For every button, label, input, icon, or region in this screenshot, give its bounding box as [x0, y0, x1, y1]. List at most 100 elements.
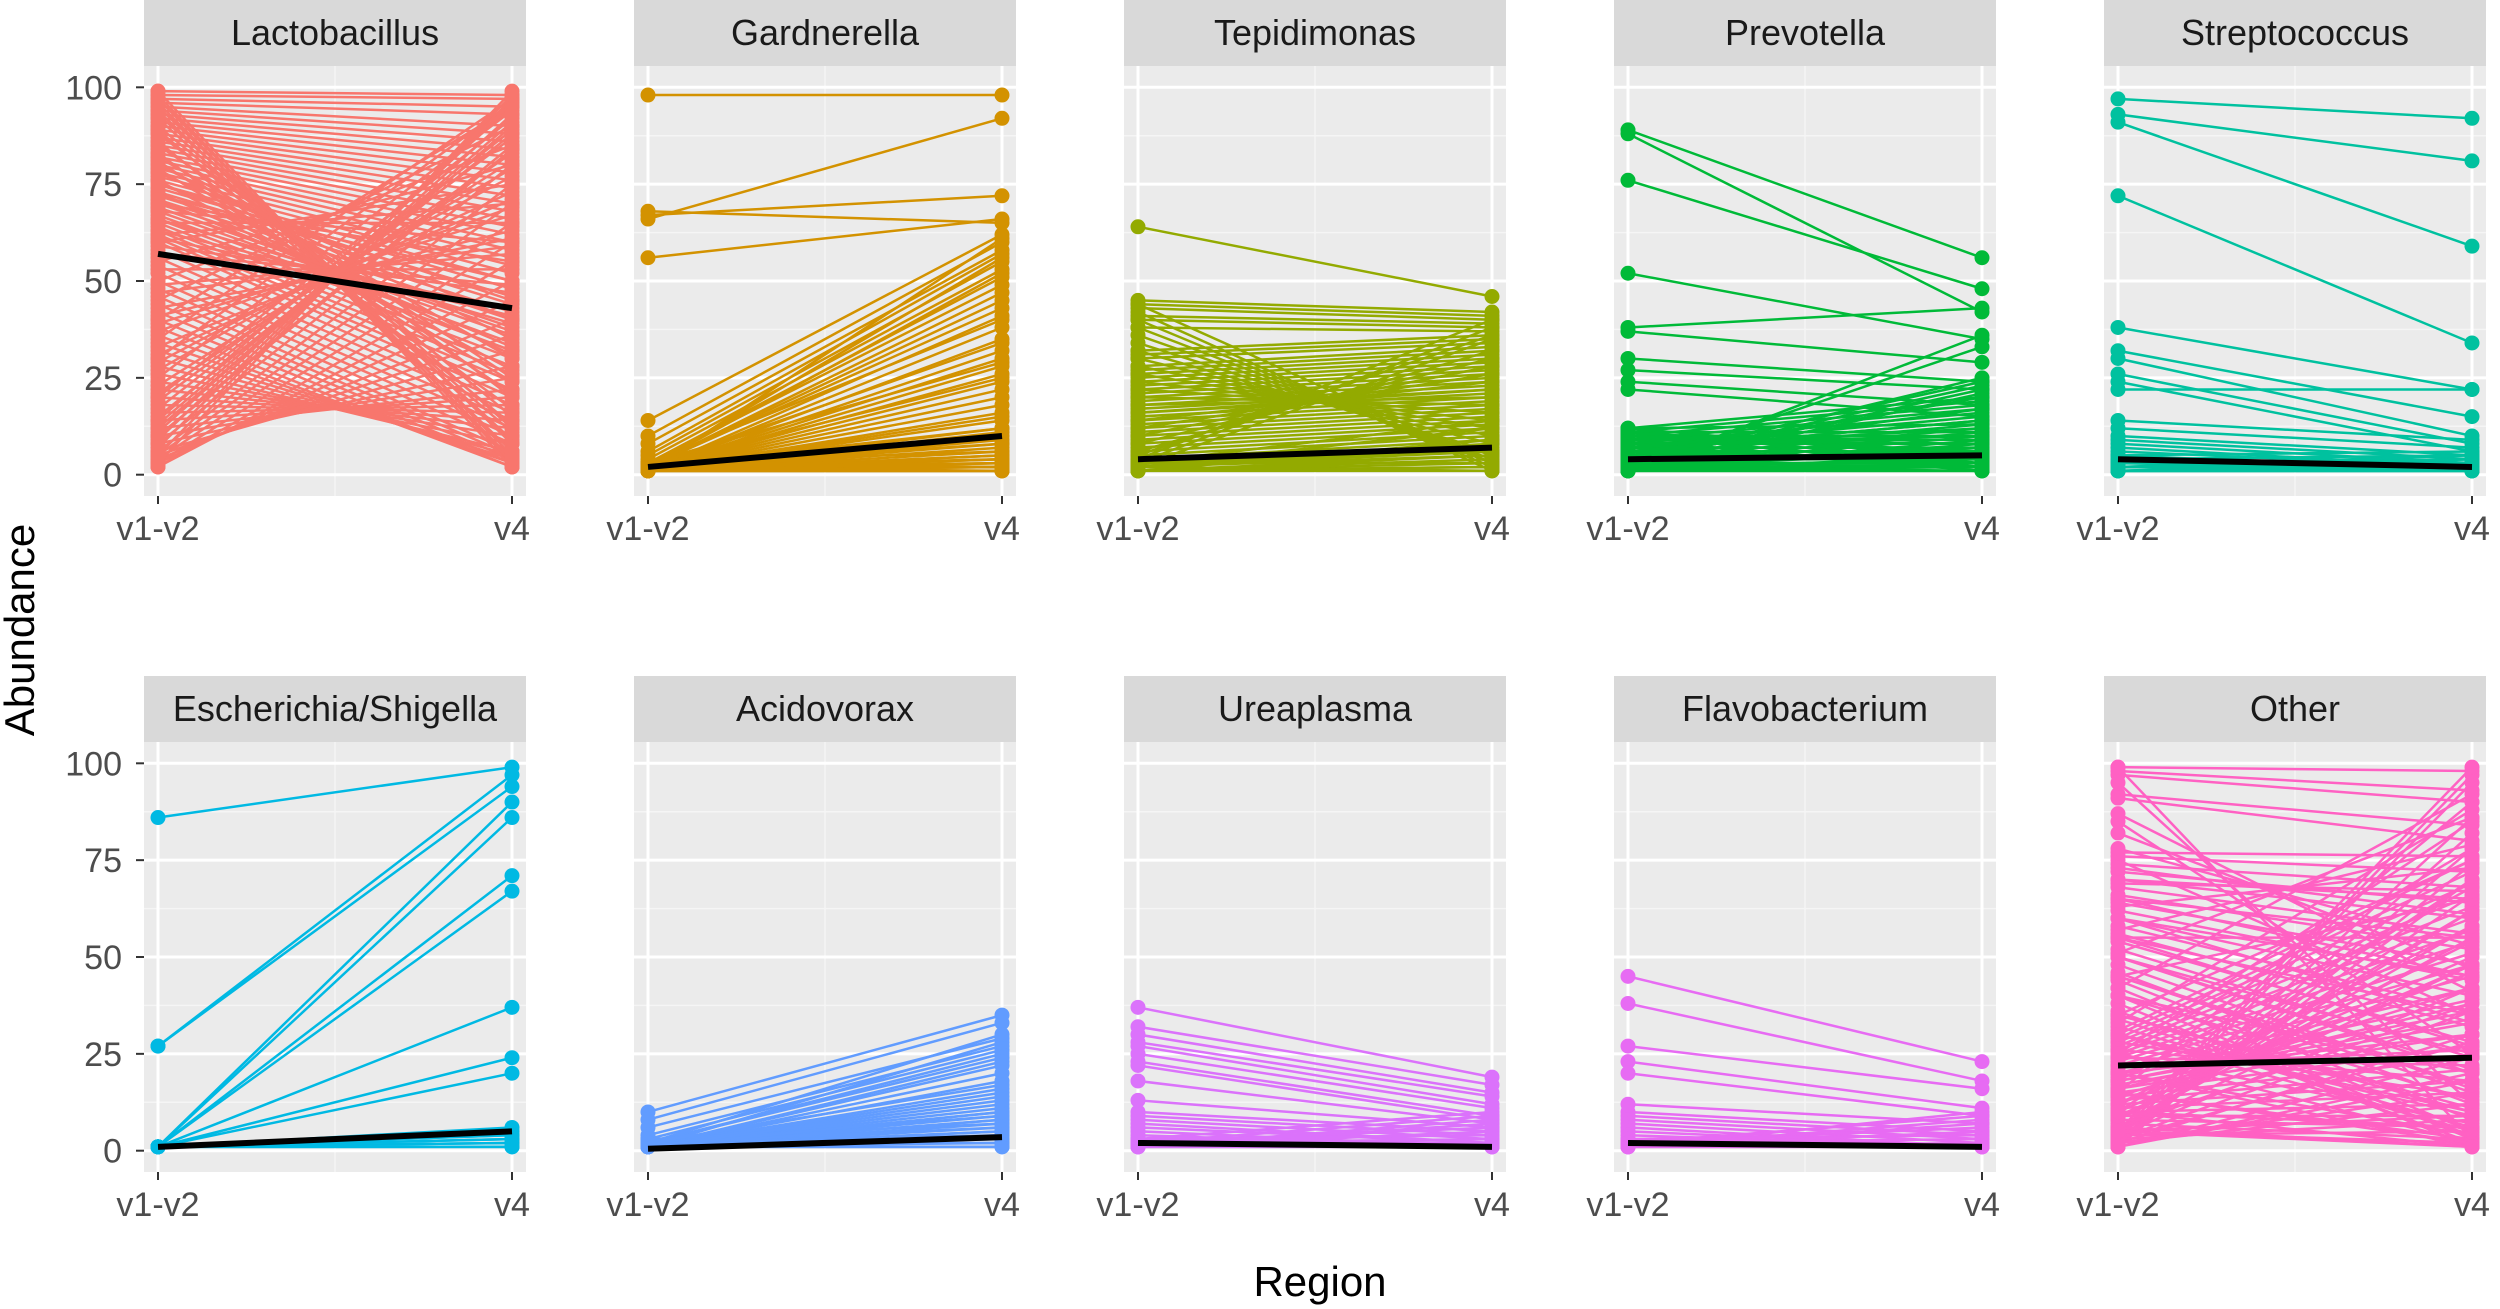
- x-tick-label: v4: [1474, 510, 1510, 548]
- sample-line: [157, 241, 513, 399]
- mean-line: [2117, 456, 2473, 470]
- sample-line: [1137, 353, 1493, 376]
- sample-line: [1627, 461, 1983, 473]
- data-point: [640, 211, 656, 227]
- sample-line: [647, 117, 1003, 221]
- sample-line: [157, 801, 513, 1148]
- sample-line: [157, 109, 513, 136]
- sample-line: [1627, 128, 1983, 259]
- data-point: [2464, 961, 2480, 977]
- sample-line: [647, 388, 1003, 473]
- facet-strip-label: Other: [2250, 688, 2340, 729]
- data-point: [994, 1092, 1010, 1108]
- sample-line: [2117, 878, 2473, 901]
- sample-line: [2117, 765, 2473, 773]
- sample-line: [647, 217, 1003, 259]
- data-point: [2464, 409, 2480, 425]
- facet-other: Other v1-v2 v4: [2076, 676, 2490, 1224]
- sample-line: [2117, 97, 2473, 120]
- sample-line: [1627, 434, 1983, 469]
- data-point: [2464, 984, 2480, 1000]
- sample-line: [1137, 225, 1493, 298]
- data-point: [2110, 1046, 2126, 1062]
- data-point: [2464, 238, 2480, 254]
- sample-line: [157, 163, 513, 445]
- sample-line: [1627, 1002, 1983, 1083]
- sample-line: [2117, 847, 2473, 947]
- data-point: [2110, 1065, 2126, 1081]
- sample-line: [2117, 936, 2473, 1017]
- data-point: [1974, 327, 1990, 343]
- y-tick-label: 50: [84, 939, 122, 977]
- sample-line: [1627, 132, 1983, 314]
- sample-line: [157, 773, 513, 1048]
- sample-line: [1627, 1044, 1983, 1090]
- data-point: [2464, 837, 2480, 853]
- facet-strip: [144, 676, 526, 742]
- y-tick-label: 25: [84, 1036, 122, 1074]
- data-point: [1974, 1054, 1990, 1070]
- data-point: [1130, 296, 1146, 312]
- data-point: [150, 455, 166, 471]
- data-point: [504, 261, 520, 277]
- data-point: [1484, 288, 1500, 304]
- data-point: [2110, 1123, 2126, 1139]
- sample-line: [647, 1071, 1003, 1149]
- data-point: [150, 285, 166, 301]
- data-point: [2110, 1085, 2126, 1101]
- sample-line: [2117, 120, 2473, 248]
- data-point: [1974, 281, 1990, 297]
- data-point: [1484, 327, 1500, 343]
- sample-line: [647, 1021, 1003, 1121]
- y-tick-label: 100: [65, 745, 122, 783]
- data-point: [2464, 1015, 2480, 1031]
- data-point: [504, 1065, 520, 1081]
- data-point: [1620, 323, 1636, 339]
- sample-line: [157, 303, 513, 457]
- sample-line: [647, 210, 1003, 225]
- data-point: [504, 83, 520, 99]
- data-point: [2110, 381, 2126, 397]
- sample-line: [2117, 793, 2473, 827]
- series-lines: [2117, 765, 2473, 1149]
- sample-line: [1137, 1052, 1493, 1110]
- sample-line: [2117, 1052, 2473, 1145]
- data-point: [2110, 319, 2126, 335]
- data-point: [640, 250, 656, 266]
- series-points: [1130, 219, 1500, 479]
- sample-line: [647, 341, 1003, 469]
- data-point: [150, 199, 166, 215]
- sample-line: [157, 874, 513, 1148]
- sample-line: [1137, 333, 1493, 352]
- data-point: [1484, 312, 1500, 328]
- data-point: [1620, 362, 1636, 378]
- data-point: [2110, 825, 2126, 841]
- data-point: [2110, 910, 2126, 926]
- sample-line: [2117, 963, 2473, 1117]
- data-point: [2464, 1038, 2480, 1054]
- data-point: [2464, 860, 2480, 876]
- data-point: [2110, 790, 2126, 806]
- sample-line: [157, 89, 513, 97]
- sample-line: [1137, 1099, 1493, 1129]
- data-point: [994, 1077, 1010, 1093]
- sample-line: [157, 140, 513, 198]
- sample-line: [1137, 450, 1493, 465]
- data-point: [994, 265, 1010, 281]
- data-point: [994, 354, 1010, 370]
- sample-line: [1137, 306, 1493, 321]
- y-tick-label: 50: [84, 263, 122, 301]
- data-point: [994, 230, 1010, 246]
- sample-line: [1137, 326, 1493, 333]
- x-tick-label: v1-v2: [1096, 1186, 1179, 1224]
- data-point: [994, 1026, 1010, 1042]
- data-point: [504, 868, 520, 884]
- sample-line: [2117, 975, 2473, 1071]
- sample-line: [2117, 897, 2473, 939]
- sample-line: [1137, 1006, 1493, 1079]
- sample-line: [1627, 384, 1983, 465]
- facet-gardnerella: Gardnerella v1-v2 v4: [606, 0, 1020, 548]
- y-tick-label: 25: [84, 360, 122, 398]
- sample-line: [157, 128, 513, 410]
- facet-strip: [634, 676, 1016, 742]
